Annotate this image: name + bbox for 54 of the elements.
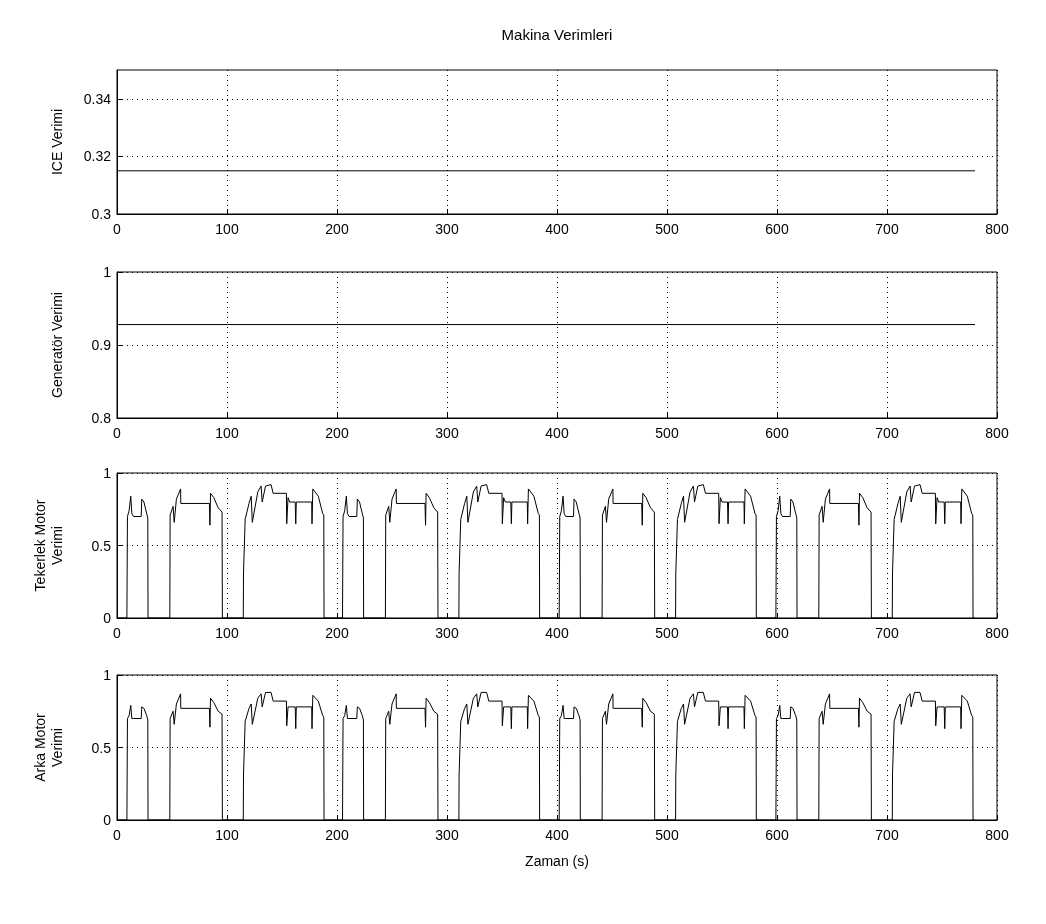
y-axis-title: Generatör Verimi bbox=[48, 292, 65, 398]
y-tick-label: 0.9 bbox=[91, 337, 112, 353]
x-tick-label: 0 bbox=[113, 827, 122, 843]
x-tick-label: 100 bbox=[215, 827, 239, 843]
y-tick-label: 0 bbox=[103, 812, 112, 828]
x-tick-label: 300 bbox=[435, 827, 459, 843]
y-tick-label: 0.8 bbox=[91, 410, 112, 426]
x-tick-label: 600 bbox=[765, 221, 789, 237]
y-tick-label: 0 bbox=[103, 610, 112, 626]
x-tick-label: 600 bbox=[765, 625, 789, 641]
y-tick-label: 1 bbox=[103, 465, 112, 481]
y-tick-label: 0.5 bbox=[91, 739, 112, 756]
x-tick-label: 600 bbox=[765, 827, 789, 843]
y-tick-label: 0.3 bbox=[91, 206, 112, 222]
x-tick-label: 500 bbox=[655, 425, 679, 441]
x-tick-label: 700 bbox=[875, 221, 899, 237]
x-tick-label: 0 bbox=[113, 625, 122, 641]
x-tick-label: 500 bbox=[655, 827, 679, 843]
x-axis-title: Zaman (s) bbox=[525, 853, 589, 869]
x-tick-label: 700 bbox=[875, 827, 899, 843]
x-tick-label: 300 bbox=[435, 625, 459, 641]
x-tick-label: 200 bbox=[325, 221, 349, 237]
x-tick-label: 200 bbox=[325, 425, 349, 441]
x-tick-label: 500 bbox=[655, 625, 679, 641]
x-tick-label: 200 bbox=[325, 625, 349, 641]
x-tick-label: 100 bbox=[215, 425, 239, 441]
x-tick-label: 400 bbox=[545, 625, 569, 641]
y-tick-label: 1 bbox=[103, 264, 112, 280]
y-axis-title: Tekerlek Motor Verimi bbox=[31, 499, 65, 592]
x-tick-label: 800 bbox=[985, 221, 1009, 237]
x-tick-label: 0 bbox=[113, 221, 122, 237]
chart-title: Makina Verimleri bbox=[501, 25, 613, 43]
x-tick-label: 800 bbox=[985, 625, 1009, 641]
x-tick-label: 800 bbox=[985, 425, 1009, 441]
x-tick-label: 0 bbox=[113, 425, 122, 441]
x-tick-label: 400 bbox=[545, 827, 569, 843]
x-tick-label: 500 bbox=[655, 221, 679, 237]
y-tick-label: 0.34 bbox=[83, 90, 112, 107]
x-tick-label: 300 bbox=[435, 425, 459, 441]
x-tick-label: 400 bbox=[545, 221, 569, 237]
x-tick-label: 100 bbox=[215, 625, 239, 641]
x-tick-label: 600 bbox=[765, 425, 789, 441]
y-tick-label: 0.32 bbox=[83, 148, 112, 165]
x-tick-label: 800 bbox=[985, 827, 1009, 843]
x-tick-label: 200 bbox=[325, 827, 349, 843]
x-tick-label: 100 bbox=[215, 221, 239, 237]
y-axis-title: Arka Motor Verimi bbox=[31, 712, 65, 782]
x-tick-label: 700 bbox=[875, 625, 899, 641]
y-tick-label: 0.5 bbox=[91, 537, 112, 554]
x-tick-label: 700 bbox=[875, 425, 899, 441]
y-tick-label: 1 bbox=[103, 667, 112, 683]
x-tick-label: 400 bbox=[545, 425, 569, 441]
x-tick-label: 300 bbox=[435, 221, 459, 237]
y-axis-title: ICE Verimi bbox=[48, 108, 65, 176]
